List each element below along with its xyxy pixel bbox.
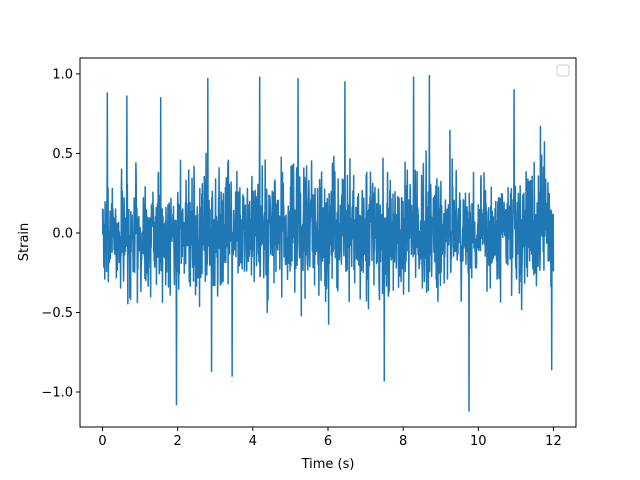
plot-series-group bbox=[101, 74, 555, 412]
y-tick-label: −0.5 bbox=[41, 306, 73, 321]
y-axis-label: Strain bbox=[17, 223, 32, 262]
y-tick-label: −1.0 bbox=[41, 386, 73, 401]
x-tick-label: 10 bbox=[470, 434, 487, 449]
x-tick-label: 0 bbox=[98, 434, 106, 449]
strain-series-line bbox=[101, 74, 555, 412]
axes-frame bbox=[79, 57, 577, 428]
legend-box bbox=[556, 64, 570, 77]
x-axis-label: Time (s) bbox=[301, 457, 355, 472]
y-axis-ticks: −1.0 −0.5 0.0 0.5 1.0 bbox=[41, 67, 80, 401]
x-axis-ticks: 0 2 4 6 8 10 12 bbox=[98, 427, 562, 449]
x-tick-label: 8 bbox=[399, 434, 407, 449]
x-tick-label: 4 bbox=[249, 434, 257, 449]
x-tick-label: 12 bbox=[545, 434, 562, 449]
y-tick-label: 1.0 bbox=[52, 67, 73, 82]
x-tick-label: 6 bbox=[324, 434, 332, 449]
x-tick-label: 2 bbox=[174, 434, 182, 449]
y-tick-label: 0.0 bbox=[52, 226, 73, 241]
y-tick-label: 0.5 bbox=[52, 147, 73, 162]
